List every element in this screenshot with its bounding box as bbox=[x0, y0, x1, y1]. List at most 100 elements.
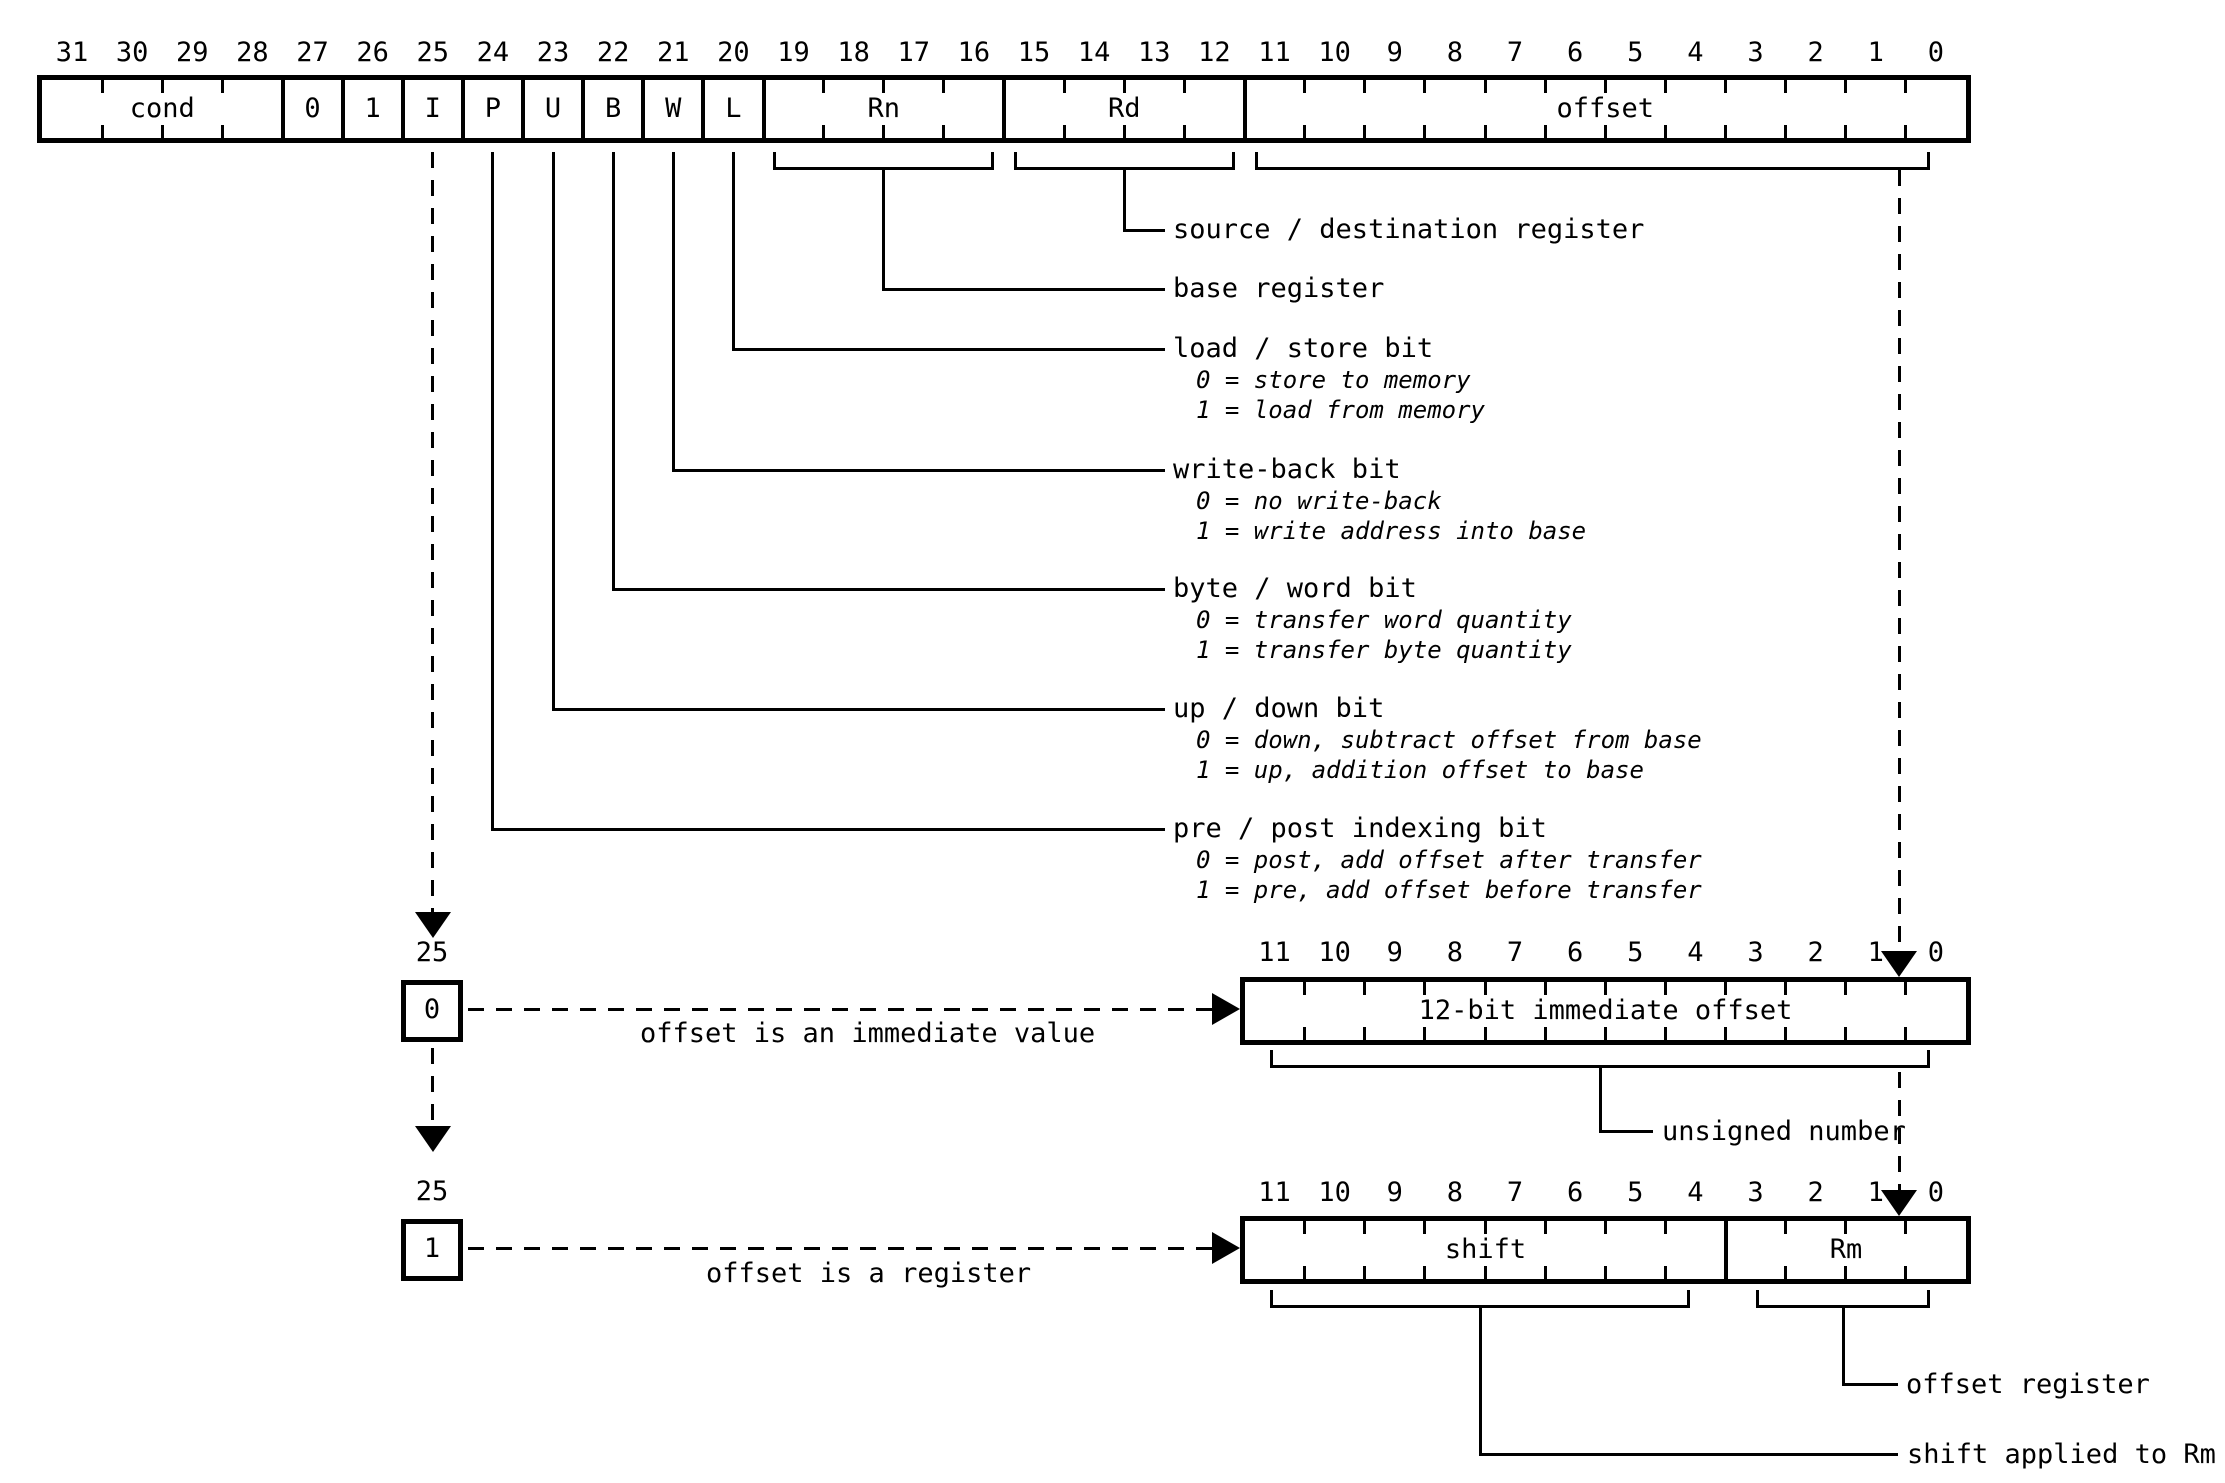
dashed-offset-stem2 bbox=[1897, 1072, 1901, 1190]
bit-tick bbox=[160, 125, 164, 138]
bit-tick bbox=[1784, 982, 1788, 995]
bit-tick bbox=[1483, 125, 1487, 138]
bit-number: 0 bbox=[1927, 937, 1945, 968]
bit-tick bbox=[1663, 80, 1667, 93]
selector-bit-number-register: 25 bbox=[415, 1176, 449, 1207]
rm-stem bbox=[1841, 1308, 1845, 1386]
shift-stem bbox=[1478, 1308, 1482, 1456]
field-divider bbox=[761, 80, 766, 138]
bit-tick bbox=[1122, 125, 1126, 138]
annotation-note: 0 = no write-back bbox=[1196, 487, 1442, 515]
brace-offset-tick bbox=[1927, 152, 1930, 170]
bit-number: 16 bbox=[957, 37, 991, 68]
bit-tick bbox=[1844, 1027, 1848, 1040]
bit-number: 0 bbox=[1927, 37, 1945, 68]
bit-tick bbox=[1543, 1221, 1547, 1234]
field-label-b: B bbox=[605, 93, 622, 124]
annotation-note: 0 = post, add offset after transfer bbox=[1196, 846, 1702, 874]
rm-field-label: Rm bbox=[1829, 1234, 1863, 1265]
bit-number: 6 bbox=[1567, 37, 1584, 68]
bit-number: 29 bbox=[176, 37, 209, 68]
bit-number: 10 bbox=[1318, 937, 1351, 968]
bit-number: 3 bbox=[1747, 937, 1764, 968]
leader-line-rd bbox=[1122, 228, 1165, 232]
bit-tick bbox=[1603, 1221, 1607, 1234]
field-label-l: L bbox=[725, 93, 742, 124]
field-divider bbox=[581, 80, 586, 138]
bit-tick bbox=[1663, 1266, 1667, 1279]
bit-tick bbox=[1663, 125, 1667, 138]
brace-rd-bar bbox=[1014, 167, 1235, 170]
annotation-note: 1 = load from memory bbox=[1196, 396, 1485, 424]
bit-number: 2 bbox=[1807, 937, 1824, 968]
bit-number: 26 bbox=[356, 37, 389, 68]
bit-number: 19 bbox=[777, 37, 810, 68]
bit-tick bbox=[1724, 125, 1727, 138]
selector-box-register: 1 bbox=[401, 1219, 463, 1281]
field-divider bbox=[460, 80, 465, 138]
field-label-i: I bbox=[424, 93, 441, 124]
leader-stem-l bbox=[731, 152, 735, 351]
field-divider bbox=[521, 80, 525, 138]
bit-tick bbox=[1663, 1027, 1667, 1040]
dashed-selector-link bbox=[431, 1048, 435, 1126]
dashed-i-stem bbox=[431, 152, 435, 912]
annotation-note: 0 = down, subtract offset from base bbox=[1196, 726, 1702, 754]
bit-number: 7 bbox=[1506, 937, 1524, 968]
bit-number: 18 bbox=[837, 37, 870, 68]
field-label-u: U bbox=[544, 93, 562, 124]
annotation-label-u: up / down bit bbox=[1173, 693, 1385, 724]
bit-tick bbox=[1483, 982, 1487, 995]
arrowhead-right-icon bbox=[1212, 1232, 1240, 1264]
bit-tick bbox=[220, 80, 224, 93]
bit-tick bbox=[1543, 80, 1547, 93]
bit-tick bbox=[1904, 125, 1908, 138]
bit-tick bbox=[1603, 80, 1607, 93]
field-label-rn: Rn bbox=[867, 93, 900, 124]
bit-number: 7 bbox=[1506, 1177, 1524, 1208]
bit-number: 3 bbox=[1747, 37, 1764, 68]
offset-register-label: offset register bbox=[1906, 1369, 2150, 1400]
arrowhead-down-icon bbox=[1881, 951, 1917, 977]
bit-tick bbox=[1363, 1221, 1367, 1234]
brace-rn-tick bbox=[991, 152, 994, 170]
field-divider bbox=[1242, 80, 1247, 138]
bit-tick bbox=[1363, 125, 1367, 138]
annotation-note: 1 = pre, add offset before transfer bbox=[1196, 876, 1702, 904]
brace-rd-tick bbox=[1014, 152, 1017, 170]
arrowhead-right-icon bbox=[1212, 993, 1240, 1025]
bit-tick bbox=[1423, 125, 1427, 138]
bit-tick bbox=[1663, 982, 1667, 995]
leader-stem-p bbox=[491, 152, 495, 831]
bit-number: 28 bbox=[236, 37, 269, 68]
bit-number: 2 bbox=[1807, 1177, 1824, 1208]
bracket-unsigned-tick bbox=[1927, 1050, 1930, 1068]
bit-tick bbox=[1784, 80, 1788, 93]
leader-stem-rn bbox=[882, 170, 886, 291]
arrowhead-down-icon bbox=[414, 912, 451, 938]
bit-number: 3 bbox=[1747, 1177, 1764, 1208]
leader-stem-b bbox=[611, 152, 615, 591]
bit-number: 1 bbox=[1867, 37, 1884, 68]
bit-number: 5 bbox=[1627, 937, 1644, 968]
bit-number: 31 bbox=[55, 37, 89, 68]
bit-tick bbox=[1543, 1266, 1547, 1279]
dashed-register-arrow bbox=[468, 1246, 1212, 1250]
unsigned-elbow bbox=[1598, 1129, 1653, 1133]
bit-tick bbox=[1543, 125, 1547, 138]
bit-number: 2 bbox=[1807, 37, 1824, 68]
bit-number: 21 bbox=[657, 37, 690, 68]
selector-value-register: 1 bbox=[423, 1233, 441, 1264]
bracket-rm-bar bbox=[1756, 1305, 1930, 1308]
leader-line-l bbox=[731, 347, 1165, 351]
bit-tick bbox=[1844, 125, 1848, 138]
dashed-immediate-arrow bbox=[468, 1007, 1212, 1011]
bit-tick bbox=[1423, 80, 1427, 93]
bit-tick bbox=[100, 125, 104, 138]
bit-tick bbox=[1784, 125, 1788, 138]
bit-tick bbox=[822, 80, 826, 93]
bit-number: 4 bbox=[1687, 37, 1704, 68]
bit-tick bbox=[1663, 1221, 1667, 1234]
field-label-w: W bbox=[665, 93, 682, 124]
